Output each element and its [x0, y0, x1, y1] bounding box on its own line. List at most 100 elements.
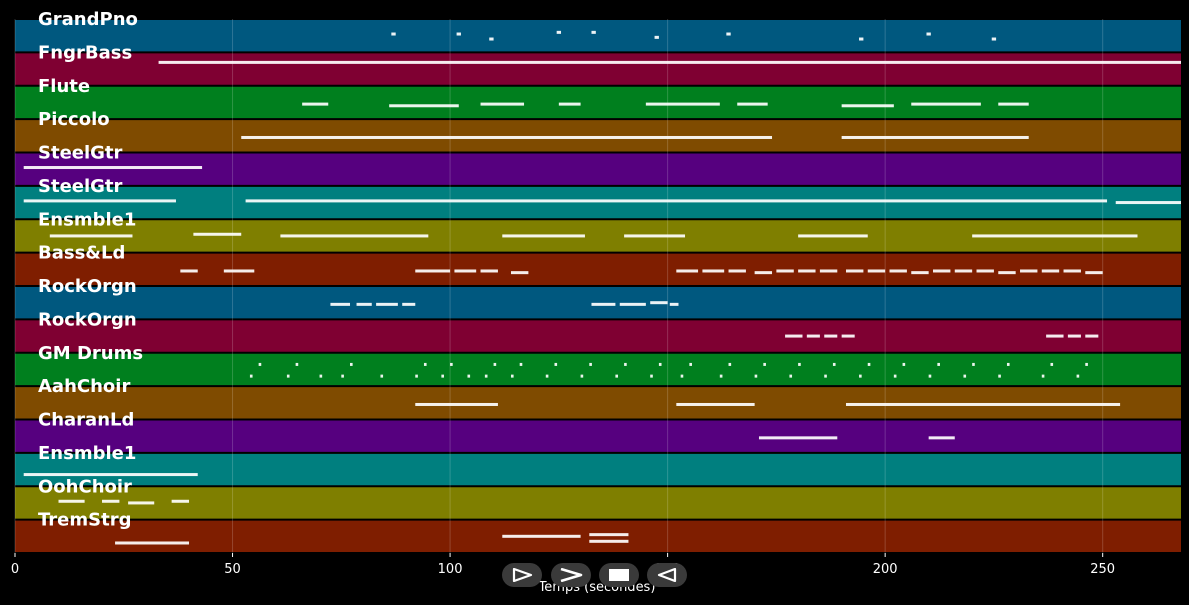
note-mark — [806, 334, 820, 338]
note-mark — [1046, 334, 1064, 338]
track-band — [15, 520, 1181, 552]
track-label: RockOrgn — [38, 309, 137, 330]
note-mark — [158, 60, 1181, 64]
note-mark — [841, 334, 855, 338]
track-label: Ensmble1 — [38, 443, 136, 464]
note-mark — [591, 302, 616, 306]
track-band — [15, 253, 1181, 285]
note-mark — [845, 402, 1121, 406]
note-mark — [728, 269, 746, 273]
track-labels: GrandPno FngrBass Flute Piccolo SteelGtr Stee… — [38, 9, 143, 531]
note-mark — [726, 32, 731, 36]
note-marks — [23, 30, 1181, 545]
note-mark — [510, 271, 529, 275]
note-mark — [911, 271, 929, 275]
note-mark — [680, 374, 684, 378]
note-mark — [998, 102, 1029, 106]
note-mark — [1020, 269, 1038, 273]
track-label: GM Drums — [38, 343, 143, 364]
note-mark — [180, 269, 198, 273]
x-tick-label: 200 — [873, 562, 898, 577]
track-label: GrandPno — [38, 9, 138, 30]
note-mark — [589, 533, 629, 537]
note-mark — [554, 362, 558, 366]
note-mark — [356, 302, 372, 306]
forward-button[interactable] — [551, 563, 591, 587]
note-mark — [467, 374, 471, 378]
note-mark — [1085, 271, 1103, 275]
track-band — [15, 287, 1181, 319]
note-mark — [1067, 334, 1081, 338]
note-mark — [258, 362, 262, 366]
track-band — [15, 53, 1181, 85]
note-mark — [845, 269, 864, 273]
note-mark — [58, 499, 85, 503]
note-mark — [330, 302, 351, 306]
note-mark — [893, 374, 897, 378]
rewind-button[interactable] — [647, 563, 687, 587]
note-mark — [286, 374, 290, 378]
note-mark — [615, 374, 619, 378]
stop-button[interactable] — [599, 563, 639, 587]
track-label: SteelGtr — [38, 176, 123, 197]
note-mark — [1076, 374, 1080, 378]
track-band — [15, 420, 1181, 452]
note-mark — [502, 534, 581, 538]
note-mark — [249, 374, 253, 378]
note-mark — [402, 302, 416, 306]
note-mark — [619, 302, 646, 306]
note-mark — [867, 269, 886, 273]
note-mark — [719, 374, 723, 378]
track-band — [15, 353, 1181, 386]
note-mark — [545, 374, 549, 378]
note-mark — [580, 374, 584, 378]
note-mark — [245, 199, 1108, 203]
track-label: Flute — [38, 76, 90, 97]
note-mark — [669, 302, 679, 306]
note-mark — [23, 166, 203, 170]
note-mark — [519, 362, 523, 366]
note-mark — [589, 362, 592, 366]
forward-icon — [560, 568, 583, 582]
note-mark — [441, 374, 444, 378]
note-mark — [241, 135, 773, 139]
rewind-icon — [657, 568, 677, 582]
note-mark — [556, 30, 562, 34]
note-mark — [798, 234, 868, 238]
note-mark — [1115, 201, 1181, 205]
track-band — [15, 320, 1181, 352]
track-label: Bass&Ld — [38, 243, 125, 264]
play-button[interactable] — [502, 563, 542, 587]
track-band — [15, 20, 1181, 52]
note-mark — [763, 362, 766, 366]
note-mark — [450, 362, 453, 366]
note-mark — [480, 102, 525, 106]
note-mark — [933, 269, 951, 273]
note-mark — [489, 37, 494, 41]
note-mark — [115, 541, 190, 545]
note-mark — [963, 374, 967, 378]
note-mark — [319, 374, 323, 378]
note-mark — [911, 102, 981, 106]
note-mark — [937, 362, 940, 366]
track-label: FngrBass — [38, 42, 132, 63]
note-mark — [1050, 362, 1054, 366]
note-mark — [728, 362, 732, 366]
note-mark — [558, 102, 581, 106]
note-mark — [171, 499, 190, 503]
note-mark — [493, 362, 497, 366]
note-mark — [928, 436, 955, 440]
note-mark — [789, 374, 793, 378]
note-mark — [954, 269, 973, 273]
note-mark — [754, 374, 758, 378]
note-mark — [295, 362, 299, 366]
note-mark — [624, 234, 686, 238]
note-mark — [591, 30, 596, 34]
note-mark — [624, 362, 627, 366]
x-tick-label: 50 — [224, 562, 241, 577]
note-mark — [391, 32, 396, 36]
note-mark — [510, 374, 514, 378]
note-mark — [223, 269, 255, 273]
track-label: AahChoir — [38, 376, 130, 397]
note-mark — [341, 374, 344, 378]
